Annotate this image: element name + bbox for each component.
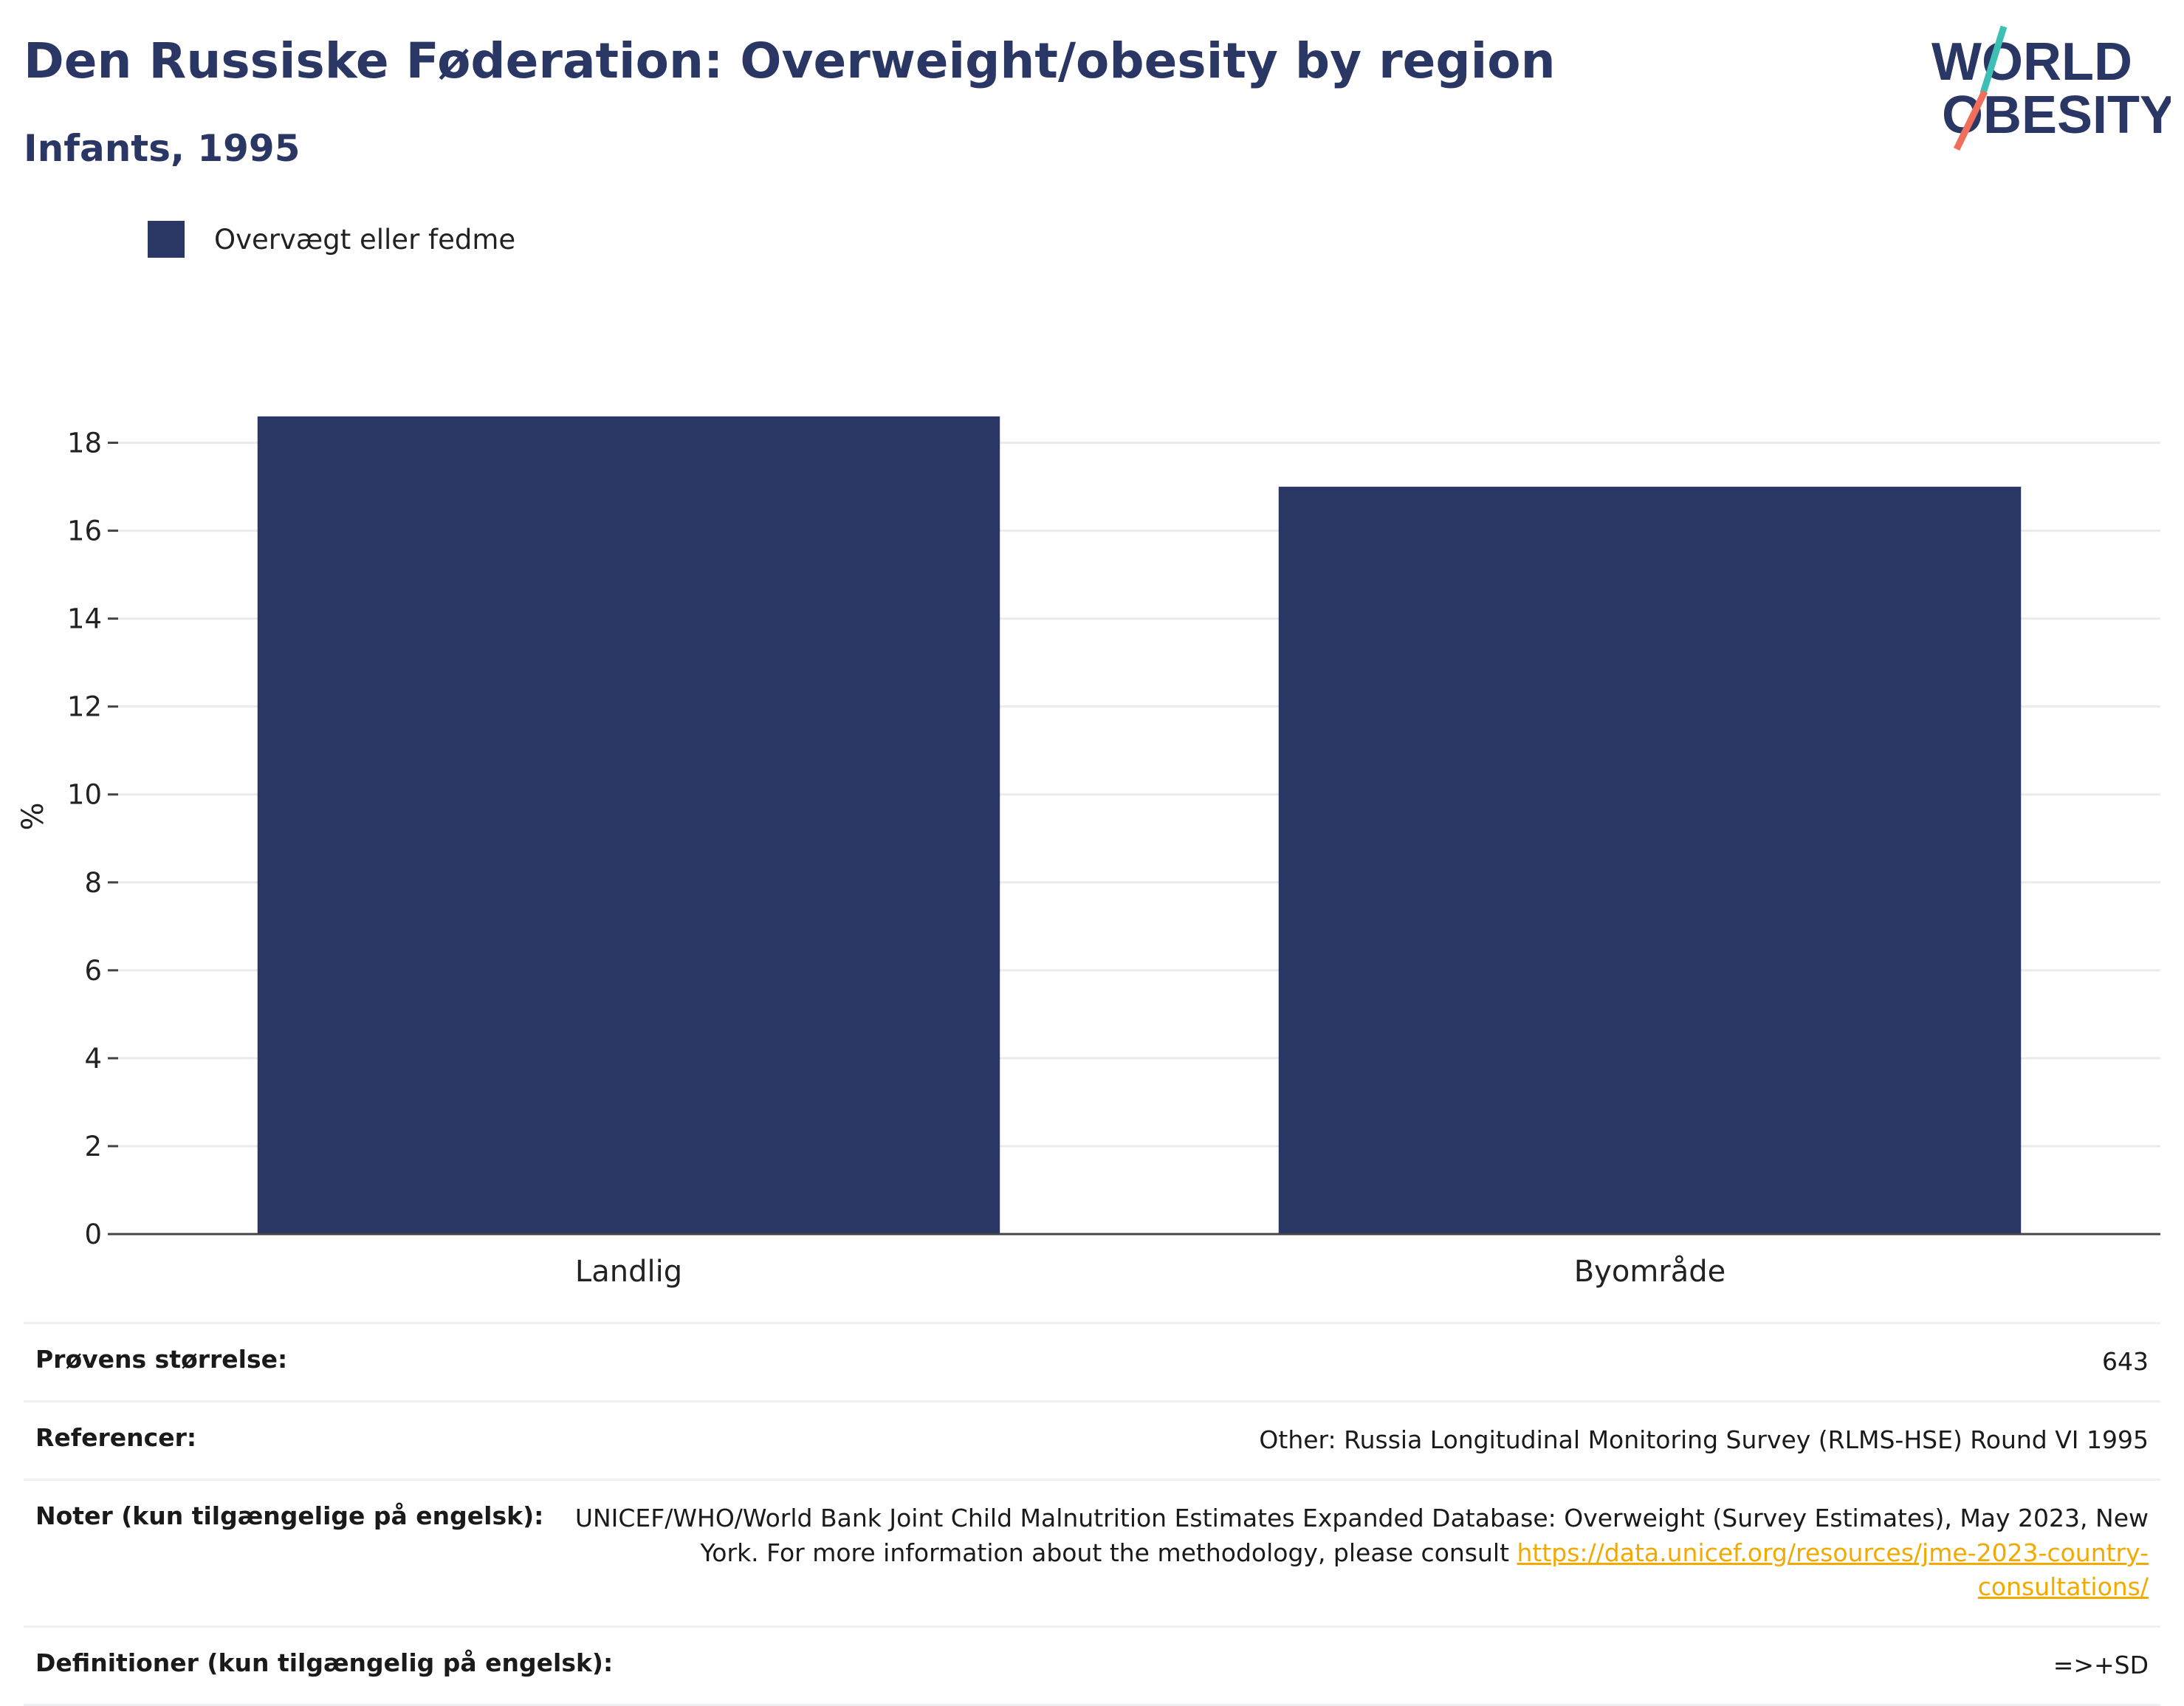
y-tick-label: 8 — [84, 867, 102, 899]
chart-subtitle: Infants, 1995 — [24, 127, 301, 170]
x-tick-label: Byområde — [1574, 1255, 1726, 1289]
logo-slash-coral — [1953, 90, 1988, 151]
table-row-definitions: Definitioner (kun tilgængelig på engelsk… — [24, 1626, 2160, 1706]
y-tick-label: 10 — [67, 779, 102, 811]
y-tick-label: 16 — [67, 515, 102, 547]
row-value: =>+SD — [2053, 1651, 2149, 1680]
row-value: UNICEF/WHO/World Bank Joint Child Malnut… — [573, 1501, 2149, 1606]
table-row-sample-size: Prøvens størrelse: 643 — [24, 1322, 2160, 1400]
row-label: Definitioner (kun tilgængelig på engelsk… — [35, 1648, 614, 1678]
row-label: Prøvens størrelse: — [35, 1345, 288, 1374]
bar-chart: 0 2 4 6 8 10 12 14 16 18% Landlig Byområde — [16, 416, 2160, 1289]
y-axis-label: % — [16, 802, 50, 830]
bar-landlig — [257, 416, 1000, 1234]
x-tick-label: Landlig — [575, 1255, 682, 1289]
notes-line2: York. For more information about the met… — [700, 1538, 1517, 1567]
y-tick-label: 4 — [84, 1043, 102, 1075]
legend: Overvægt eller fedme — [148, 220, 515, 258]
y-tick-label: 2 — [84, 1131, 102, 1162]
methodology-link[interactable]: https://data.unicef.org/resources/jme-20… — [1517, 1538, 2149, 1602]
table-row-references: Referencer: Other: Russia Longitudinal M… — [24, 1400, 2160, 1479]
y-tick-label: 18 — [67, 428, 102, 459]
legend-label: Overvægt eller fedme — [214, 223, 516, 256]
info-table: Prøvens størrelse: 643 Referencer: Other… — [24, 1322, 2160, 1706]
y-tick-label: 12 — [67, 691, 102, 723]
bar-byomraade — [1278, 487, 2022, 1234]
notes-line1: UNICEF/WHO/World Bank Joint Child Malnut… — [574, 1503, 2149, 1532]
y-tick-label: 6 — [84, 955, 102, 987]
row-value: 643 — [2102, 1347, 2149, 1376]
logo-slash-teal — [1979, 25, 2008, 95]
y-tick-label: 0 — [84, 1219, 102, 1250]
legend-swatch — [148, 221, 185, 258]
row-value: Other: Russia Longitudinal Monitoring Su… — [1259, 1425, 2149, 1454]
world-obesity-logo: WORLD OBESITY — [1931, 25, 2171, 151]
row-label: Noter (kun tilgængelige på engelsk): — [35, 1501, 544, 1530]
chart-title: Den Russiske Føderation: Overweight/obes… — [24, 32, 1556, 89]
y-tick-label: 14 — [67, 603, 102, 635]
row-label: Referencer: — [35, 1422, 197, 1452]
logo-line1: WORLD — [1931, 32, 2132, 92]
table-row-notes: Noter (kun tilgængelige på engelsk): UNI… — [24, 1478, 2160, 1626]
